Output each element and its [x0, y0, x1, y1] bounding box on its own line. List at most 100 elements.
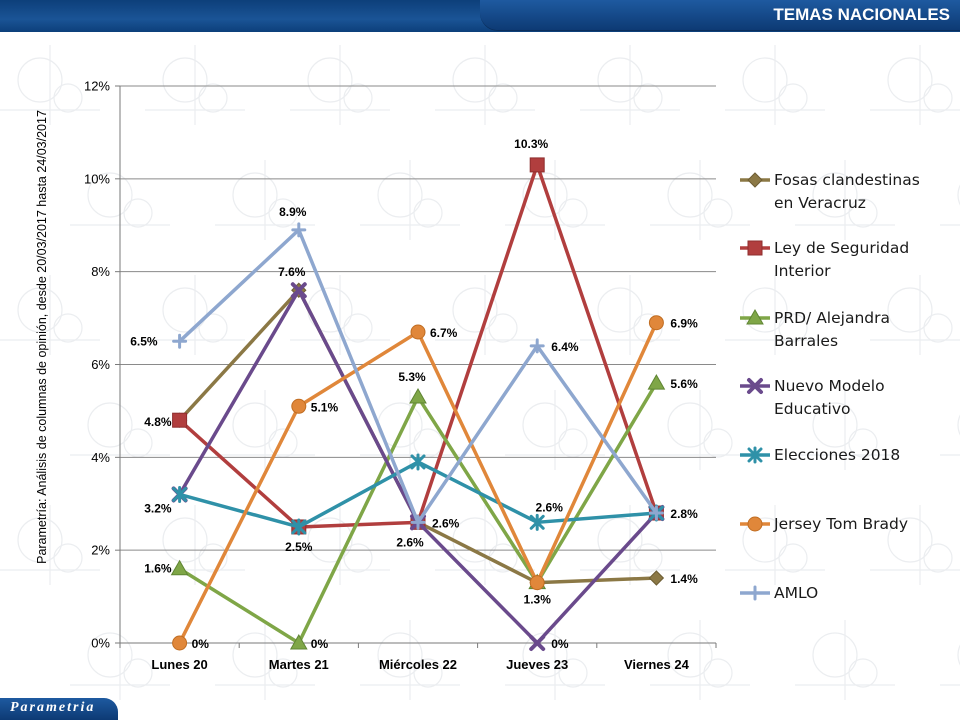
data-label: 1.3% — [524, 593, 552, 607]
x-tick-label: Viernes 24 — [624, 657, 690, 672]
data-label: 10.3% — [514, 137, 548, 151]
data-point — [172, 333, 188, 349]
data-label: 8.9% — [279, 205, 307, 219]
data-label: 7.6% — [278, 265, 306, 279]
series-4 — [172, 453, 664, 536]
data-point — [529, 575, 545, 591]
y-tick-label: 2% — [91, 543, 110, 558]
data-label: 3.2% — [144, 501, 172, 515]
x-axis-ticks: Lunes 20 Martes 21 Miércoles 22 Jueves 23 Vi… — [119, 643, 717, 672]
watermark-motif — [290, 505, 390, 585]
series-6 — [172, 222, 664, 530]
data-point — [409, 387, 427, 404]
data-label: 4.8% — [144, 415, 172, 429]
series-line — [178, 163, 659, 529]
legend-label: Nuevo Modelo Educativo — [774, 377, 885, 418]
legend-item: Jersey Tom Brady — [740, 515, 908, 533]
legend-label: Fosas clandestinas en Veracruz — [774, 171, 920, 212]
legend-label: Ley de Seguridad Interior — [774, 239, 909, 280]
watermark-motif — [725, 275, 825, 355]
watermark-motif — [0, 45, 100, 125]
watermark-motif — [580, 45, 680, 125]
watermark-motif — [0, 505, 100, 585]
legend-marker — [747, 172, 763, 188]
watermark-motif — [435, 45, 535, 125]
data-point — [172, 635, 188, 651]
watermark-motif — [725, 505, 825, 585]
data-labels: 6.5% 4.8% 3.2% 1.6% 0% 8.9% 7.6% 5.1% 2.5% 0% 6.7%… — [130, 137, 698, 651]
legend-item: PRD/ Alejandra Barrales — [740, 308, 890, 350]
legend: Fosas clandestinas en Veracruz Ley de Segu… — [740, 171, 920, 602]
watermark-motif — [795, 160, 895, 240]
data-label: 2.6% — [396, 535, 424, 549]
watermark-motif — [870, 275, 960, 355]
watermark-motif — [580, 505, 680, 585]
y-tick-label: 6% — [91, 357, 110, 372]
watermark-motif — [290, 45, 390, 125]
data-label: 6.9% — [670, 317, 698, 331]
legend-item: Elecciones 2018 — [740, 446, 900, 464]
legend-item: AMLO — [740, 584, 818, 602]
watermark-motif — [940, 184, 960, 226]
data-point — [529, 338, 545, 354]
y-tick-label: 0% — [91, 636, 110, 651]
page-title: TEMAS NACIONALES — [773, 5, 950, 24]
x-tick-label: Miércoles 22 — [379, 657, 457, 672]
watermark-motif — [650, 390, 750, 470]
data-label: 1.4% — [670, 572, 698, 586]
brand-logo: Parametria — [10, 700, 96, 715]
data-label: 5.6% — [670, 377, 698, 391]
watermark-motif — [870, 45, 960, 125]
data-label: 2.6% — [432, 516, 460, 530]
watermark-motif — [940, 644, 960, 686]
legend-label: PRD/ Alejandra Barrales — [774, 309, 890, 350]
data-label: 6.5% — [130, 334, 158, 348]
y-axis-ticks: 0% 2% 4% 6% 8% 10% 12% — [84, 79, 120, 651]
watermark-motif — [795, 390, 895, 470]
data-point — [647, 374, 666, 390]
data-point — [529, 635, 546, 651]
data-point — [291, 398, 307, 414]
title-tab: TEMAS NACIONALES — [480, 0, 960, 30]
series-group — [170, 157, 666, 651]
watermark-motif — [215, 620, 315, 700]
data-point — [529, 513, 545, 531]
x-tick-label: Lunes 20 — [151, 657, 207, 672]
series-5 — [172, 315, 664, 651]
y-tick-label: 8% — [91, 264, 110, 279]
data-label: 1.6% — [144, 562, 172, 576]
watermark-motif — [725, 45, 825, 125]
data-label: 6.7% — [430, 326, 458, 340]
legend-marker — [746, 308, 764, 325]
data-label: 0% — [551, 637, 569, 651]
data-label: 6.4% — [551, 340, 579, 354]
legend-marker — [747, 585, 763, 601]
watermark-motif — [435, 275, 535, 355]
watermark-motif — [650, 160, 750, 240]
brand-logo-bar: Parametria — [0, 698, 118, 720]
watermark-motif — [650, 620, 750, 700]
data-point — [410, 453, 426, 471]
data-point — [529, 157, 545, 173]
legend-marker — [747, 378, 763, 394]
data-label: 5.1% — [311, 400, 339, 414]
data-point — [410, 514, 426, 530]
legend-item: Ley de Seguridad Interior — [740, 239, 909, 280]
data-point — [648, 570, 665, 586]
watermark-motif — [795, 620, 895, 700]
data-point — [289, 633, 308, 650]
y-tick-label: 4% — [91, 450, 110, 465]
watermark-motif — [870, 505, 960, 585]
data-point — [291, 518, 307, 536]
data-point — [291, 222, 307, 238]
data-point — [648, 315, 664, 331]
watermark-motif — [145, 45, 245, 125]
data-label: 5.3% — [398, 370, 426, 384]
watermark-motif — [145, 275, 245, 355]
data-point — [172, 412, 188, 428]
data-label: 2.5% — [285, 540, 313, 554]
watermark-motif — [215, 390, 315, 470]
watermark-motif — [505, 160, 605, 240]
